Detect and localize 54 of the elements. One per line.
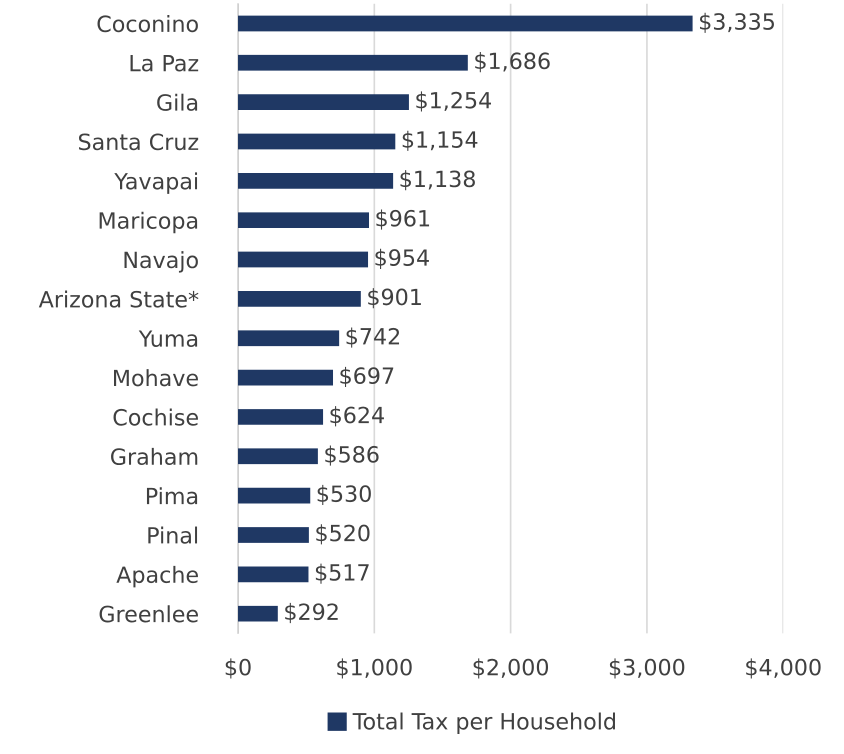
y-tick-label: Mohave — [114, 369, 198, 386]
y-tick-label: Pima — [146, 487, 198, 504]
y-tick-label: Arizona State* — [38, 290, 198, 308]
bar — [238, 566, 308, 582]
x-tick-label: $1,000 — [337, 658, 412, 679]
bar — [238, 291, 361, 307]
y-tick-label: Santa Cruz — [78, 133, 198, 150]
data-label: $1,138 — [400, 170, 475, 190]
y-tick-label: Yuma — [138, 330, 198, 347]
data-label: $1,254 — [416, 91, 491, 112]
data-label: $530 — [318, 484, 371, 506]
data-label: $1,686 — [475, 52, 550, 72]
data-label: $517 — [316, 564, 369, 584]
x-tick-label: $2,000 — [474, 658, 548, 679]
bar — [238, 212, 369, 228]
data-label: $1,154 — [402, 130, 478, 151]
y-tick-label: Graham — [111, 448, 198, 466]
data-label: $586 — [325, 446, 379, 466]
bar — [238, 252, 368, 268]
x-tick-label: $3,000 — [610, 658, 684, 679]
y-tick-label: Gila — [157, 94, 198, 111]
data-label: $742 — [346, 327, 400, 348]
bar — [238, 448, 318, 464]
data-label: $954 — [375, 248, 429, 269]
x-tick-label: $0 — [226, 658, 251, 679]
legend-label: Total Tax per Household — [352, 712, 615, 734]
y-tick-label: Yavapai — [114, 172, 198, 194]
data-label: $520 — [316, 524, 370, 544]
data-label: $624 — [330, 406, 384, 426]
y-tick-label: Coconino — [98, 15, 198, 32]
data-label: $961 — [376, 209, 430, 230]
data-label: $3,335 — [700, 12, 774, 33]
bar — [238, 94, 409, 110]
bar — [238, 54, 468, 71]
data-label: $697 — [340, 366, 394, 387]
bar — [238, 16, 693, 32]
data-label: $292 — [285, 602, 338, 624]
y-tick-label: Pinal — [148, 526, 198, 544]
bar — [238, 488, 310, 504]
data-label: $901 — [368, 288, 421, 308]
y-tick-label: Cochise — [114, 408, 198, 426]
y-tick-label: Greenlee — [100, 605, 198, 622]
x-tick-label: $4,000 — [746, 658, 821, 679]
bar — [238, 409, 324, 425]
bar — [238, 330, 340, 346]
bar — [238, 134, 396, 150]
bar — [238, 172, 394, 189]
y-tick-label: La Paz — [130, 55, 198, 72]
bar — [238, 370, 334, 386]
y-tick-label: Maricopa — [100, 212, 198, 234]
y-tick-label: Apache — [116, 566, 198, 588]
bar — [238, 527, 309, 543]
y-tick-label: Navajo — [124, 251, 198, 273]
bar — [238, 606, 278, 622]
